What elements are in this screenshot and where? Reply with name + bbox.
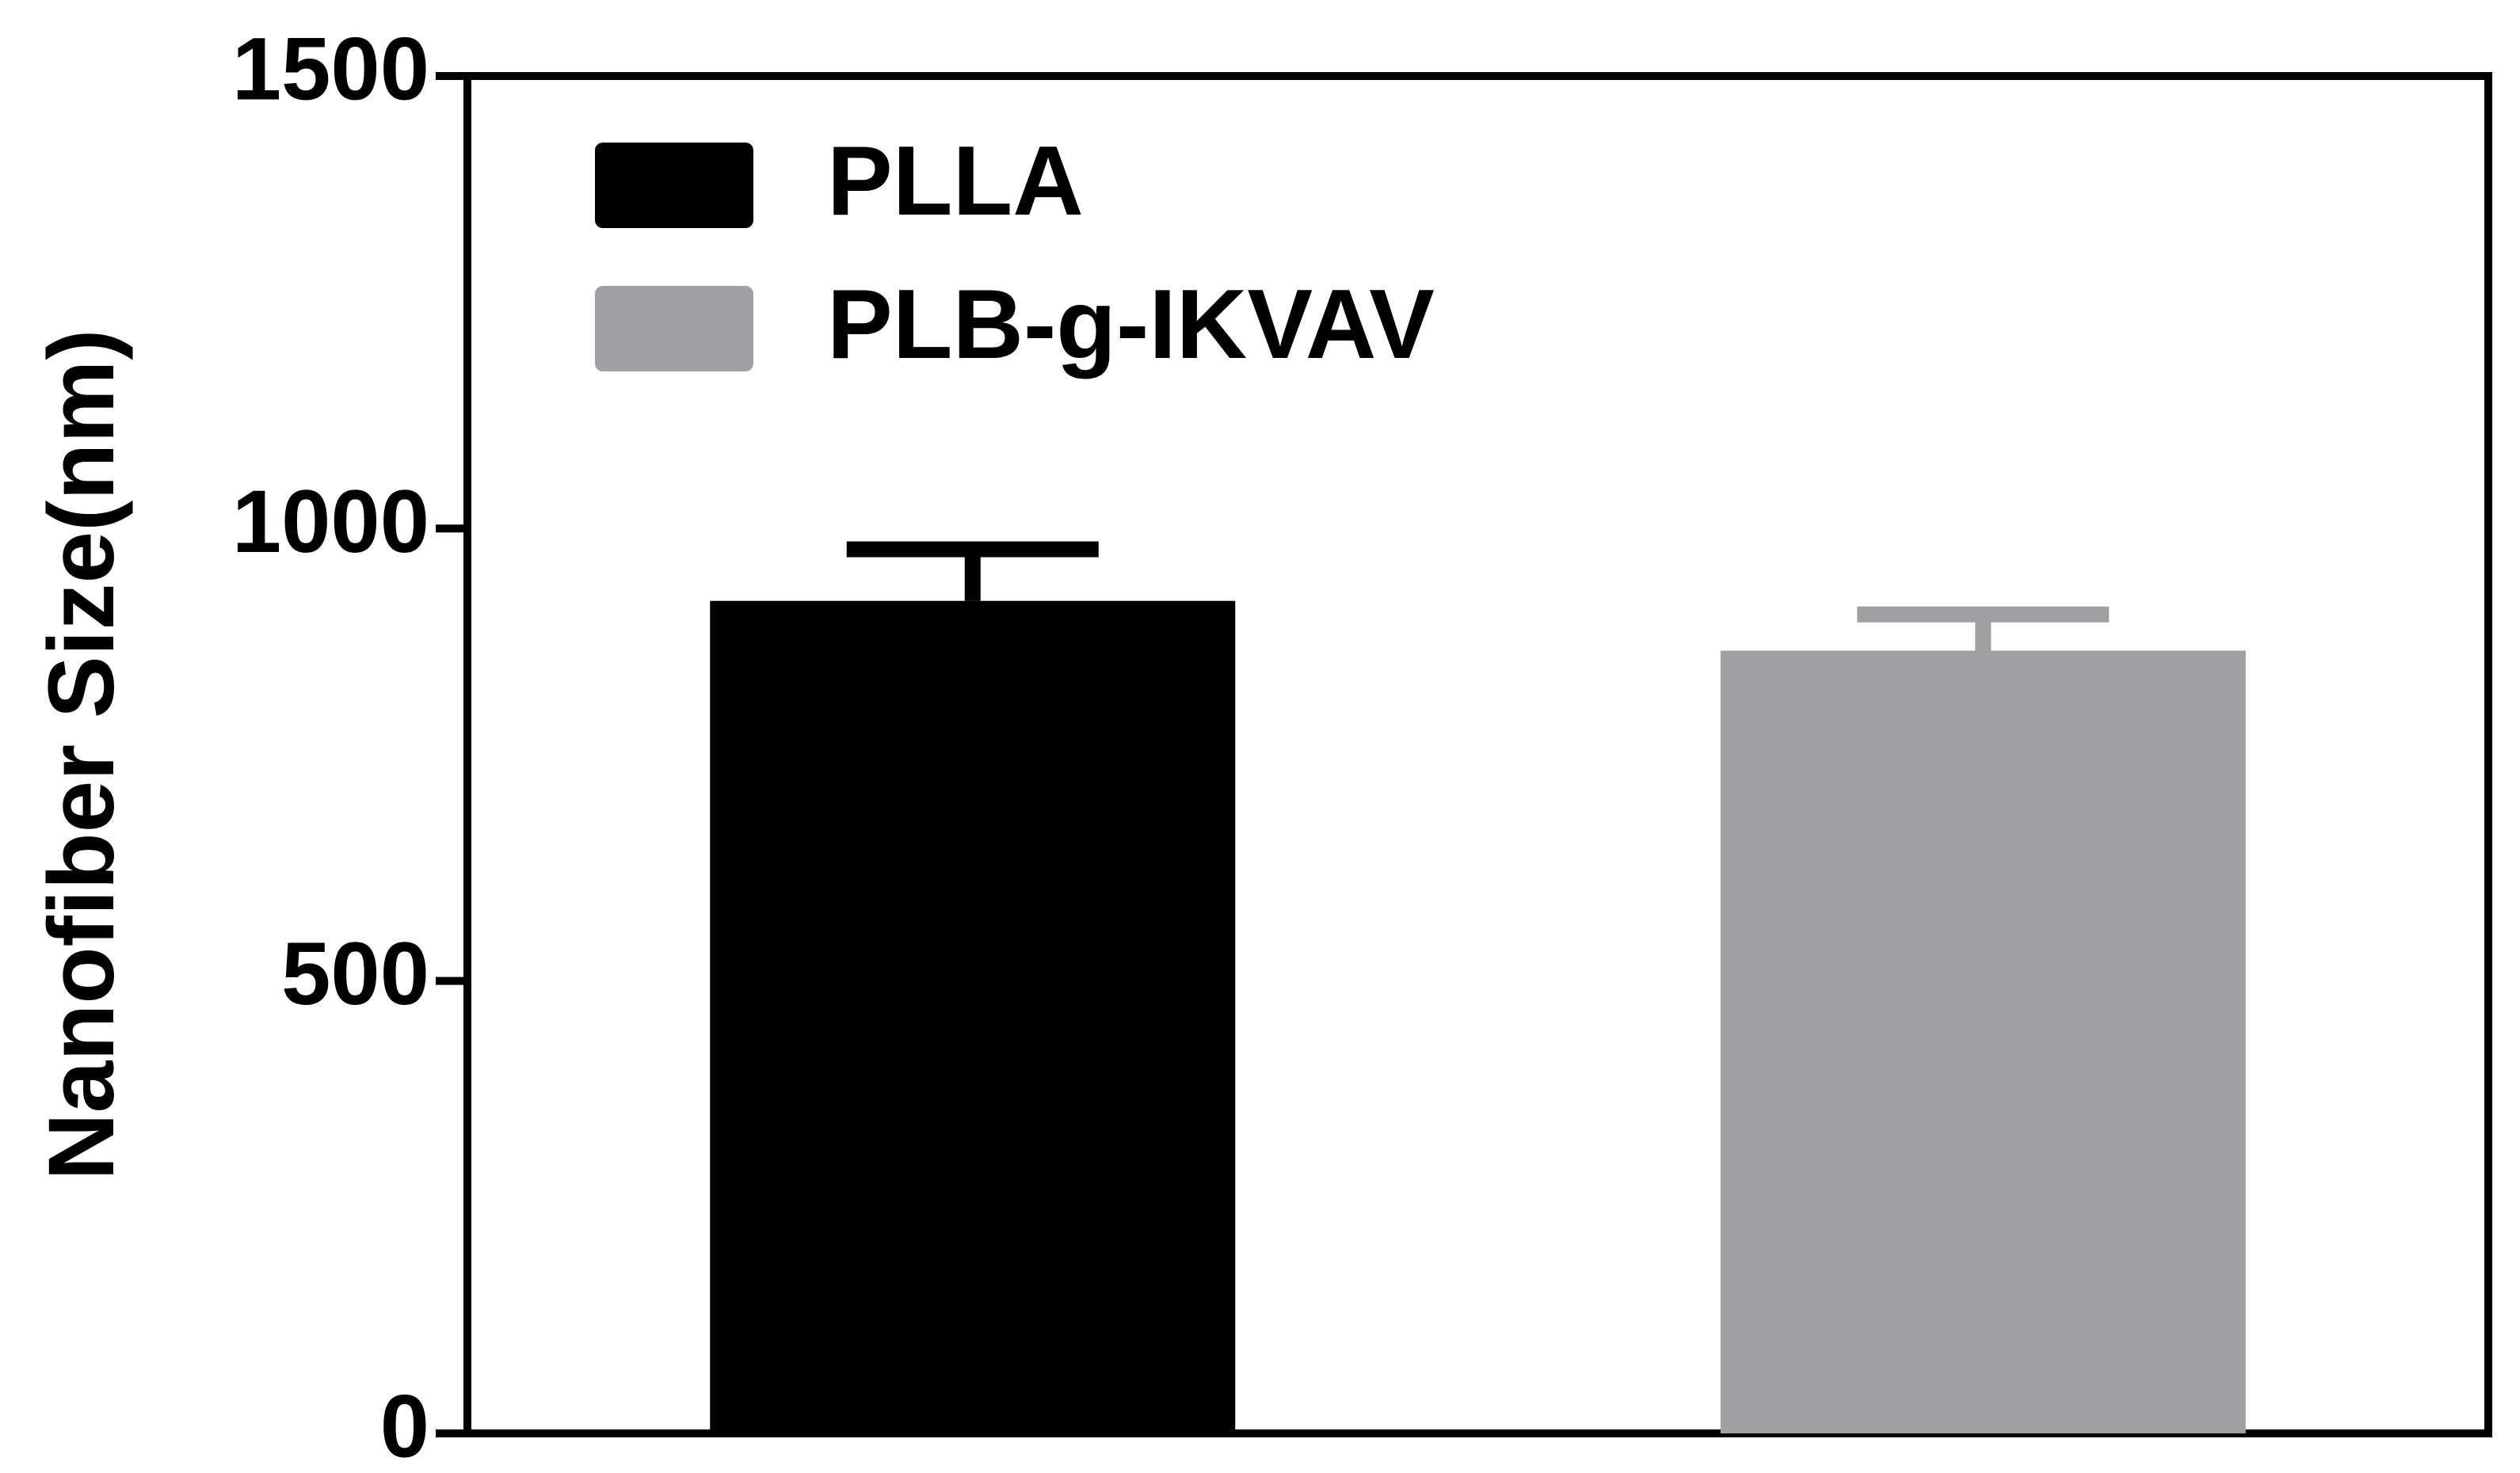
bar: [710, 600, 1236, 1434]
y-tick-label: 1000: [232, 472, 429, 571]
plot-frame: [463, 72, 2492, 1437]
y-tick-label: 1500: [232, 20, 429, 119]
legend-swatch: [595, 286, 753, 371]
y-axis-label: Nanofiber Size(nm): [29, 329, 134, 1180]
legend-label: PLB-g-IKVAV: [827, 270, 1435, 379]
y-tick-label: 0: [380, 1377, 429, 1469]
legend-swatch: [595, 143, 753, 228]
bar: [1720, 650, 2246, 1433]
legend-label: PLLA: [827, 127, 1084, 236]
y-tick-label: 500: [281, 924, 429, 1023]
